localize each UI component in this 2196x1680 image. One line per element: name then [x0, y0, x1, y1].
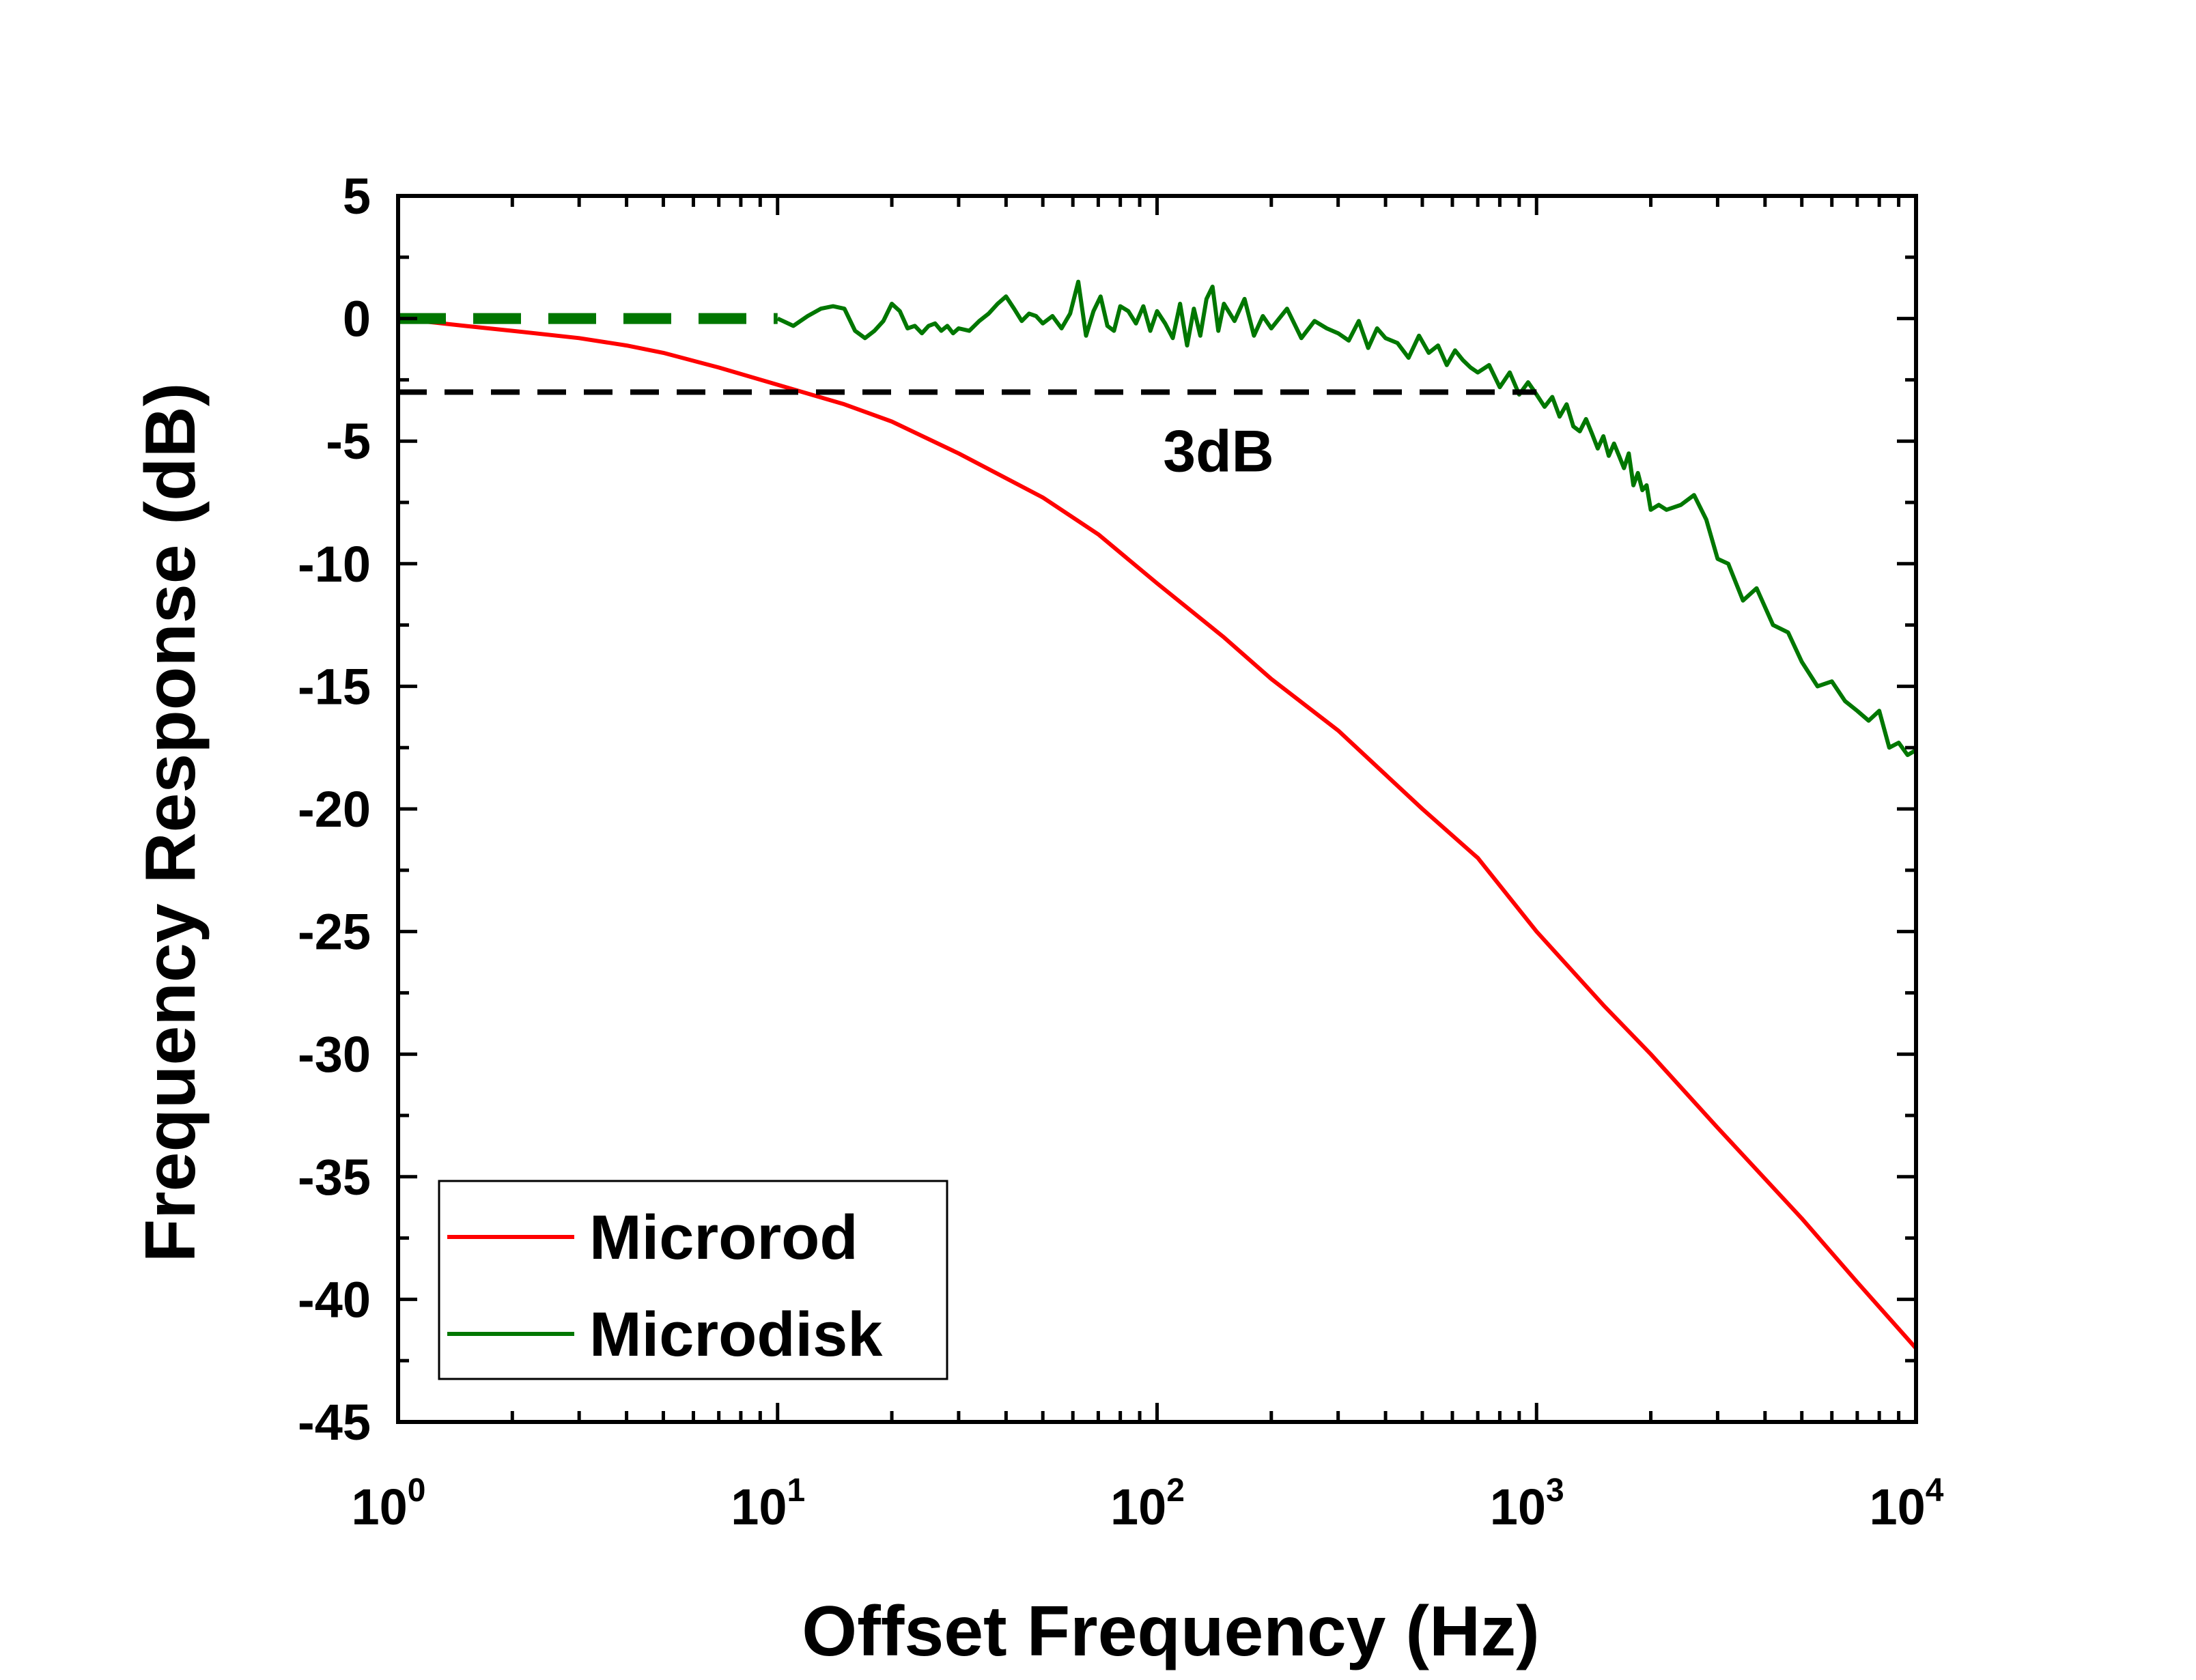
legend-label-microdisk: Microdisk	[589, 1300, 883, 1369]
y-tick-labels: 5 0 -5 -10 -15 -20 -25 -30 -35 -40 -45	[298, 168, 371, 1451]
legend: Microrod Microdisk	[438, 1180, 948, 1380]
x-axis-label: Offset Frequency (Hz)	[802, 1592, 1540, 1671]
x-tick-label-exponent: 0	[408, 1472, 426, 1509]
annotation-3db: 3dB	[1163, 419, 1273, 485]
series-layer	[397, 279, 1918, 1350]
y-tick-label: -15	[298, 658, 371, 715]
x-tick-label: 102	[1110, 1472, 1185, 1535]
x-tick-label-exponent: 1	[787, 1472, 806, 1509]
x-tick-label: 101	[731, 1472, 805, 1535]
y-tick-label: -40	[298, 1271, 371, 1328]
y-tick-label: 5	[343, 168, 371, 225]
x-tick-label-base: 10	[1490, 1479, 1546, 1535]
x-tick-label-exponent: 3	[1546, 1472, 1564, 1509]
x-tick-label: 103	[1490, 1472, 1564, 1535]
x-tick-label-exponent: 2	[1166, 1472, 1185, 1509]
x-tick-label-base: 10	[1110, 1479, 1166, 1535]
y-tick-label: -35	[298, 1149, 371, 1206]
y-tick-label: -45	[298, 1394, 371, 1451]
y-tick-label: -10	[298, 536, 371, 593]
y-axis-label: Frequency Response (dB)	[131, 383, 210, 1263]
x-tick-label-base: 10	[731, 1479, 787, 1535]
legend-box	[438, 1180, 948, 1380]
series-line-microrod	[397, 316, 1918, 1350]
legend-label-microrod: Microrod	[589, 1203, 858, 1272]
y-tick-label: -5	[326, 413, 371, 470]
y-tick-label: -25	[298, 904, 371, 960]
x-tick-label-exponent: 4	[1926, 1472, 1944, 1509]
x-tick-labels: 100 101 102 103 104	[351, 1472, 1943, 1535]
x-tick-label: 100	[351, 1472, 425, 1535]
series-line-microdisk	[776, 279, 1917, 757]
ticks-layer	[396, 194, 1918, 1424]
x-tick-label-base: 10	[1869, 1479, 1925, 1535]
x-tick-label-base: 10	[351, 1479, 407, 1535]
y-tick-label: 0	[343, 291, 371, 347]
x-tick-label: 104	[1869, 1472, 1943, 1535]
plot-area	[396, 194, 1918, 1424]
y-tick-label: -30	[298, 1026, 371, 1083]
y-tick-label: -20	[298, 781, 371, 838]
